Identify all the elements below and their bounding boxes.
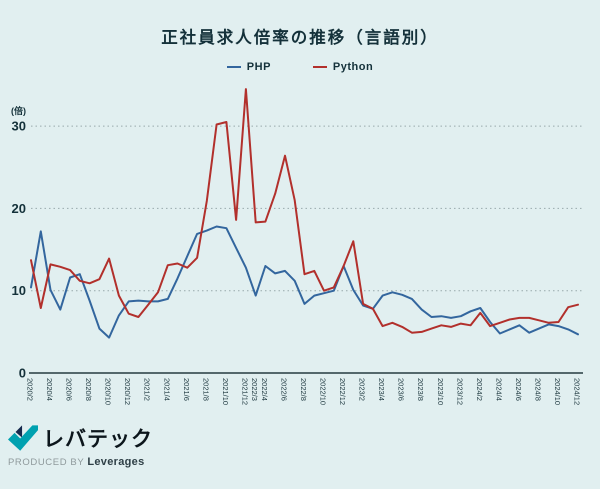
x-tick-label: 2021/12 [240,378,249,405]
x-tick-label: 2023/8 [416,378,425,401]
series-line-python [30,88,579,334]
x-tick-label: 2023/6 [397,378,406,401]
produced-by-line: PRODUCED BY Leverages [8,456,153,468]
x-tick-label: 2021/2 [143,378,152,401]
page-title: 正社員求人倍率の推移（言語別） [161,29,439,47]
produced-by-label: PRODUCED BY [8,457,85,468]
x-tick-label: 2020/6 [65,378,74,401]
x-tick-label: 2024/6 [514,378,523,401]
y-axis-unit-label: (倍) [11,105,26,116]
levtech-logo-icon [8,424,38,451]
y-tick-label: 20 [12,201,26,216]
x-tick-label: 2020/2 [26,378,35,401]
legend-label-php: PHP [246,61,271,73]
legend-item-php: PHP [226,61,271,73]
y-tick-label: 30 [12,119,26,134]
x-tick-label: 2021/10 [221,378,230,405]
x-tick-label: 2024/12 [573,378,582,405]
levtech-logo-text: レバテック [43,428,153,451]
x-tick-label: 2021/6 [182,378,191,401]
chart-legend: PHP Python [0,61,600,73]
x-tick-label: 2021/4 [162,378,171,401]
php-line-swatch-icon [226,65,241,69]
x-tick-label: 2022/6 [279,378,288,401]
x-tick-label: 2023/4 [377,378,386,401]
x-tick-label: 2022/12 [338,378,347,405]
x-tick-label: 2020/8 [84,378,93,401]
series-line-php [30,225,579,339]
y-tick-label: 10 [12,283,26,298]
x-tick-label: 2023/2 [358,378,367,401]
x-tick-label: 2024/2 [475,378,484,401]
x-tick-label: 2022/4 [260,378,269,401]
python-line-swatch-icon [312,65,327,69]
y-tick-label: 0 [19,366,26,381]
legend-item-python: Python [312,61,374,73]
x-tick-label: 2021/8 [201,378,210,401]
legend-label-python: Python [332,61,374,73]
x-tick-label: 2024/8 [533,378,542,401]
x-tick-label: 2020/12 [123,378,132,405]
x-tick-label: 2020/4 [45,378,54,401]
x-tick-label: 2024/4 [494,378,503,401]
levtech-logo: レバテック PRODUCED BY Leverages [8,423,153,468]
x-tick-label: 2022/3 [250,378,259,401]
company-name: Leverages [87,456,145,468]
x-tick-label: 2024/10 [553,378,562,405]
x-tick-label: 2022/8 [299,378,308,401]
x-tick-label: 2022/10 [319,378,328,405]
x-tick-label: 2023/10 [436,378,445,405]
x-tick-label: 2020/10 [104,378,113,405]
x-tick-label: 2023/12 [455,378,464,405]
